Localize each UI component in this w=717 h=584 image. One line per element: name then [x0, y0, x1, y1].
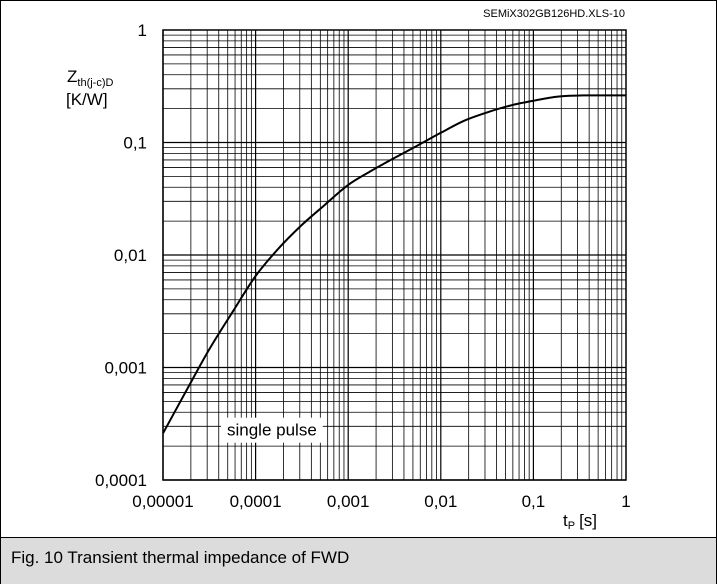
y-tick-label: 1 — [138, 21, 147, 40]
annotation-layer: single pulse — [221, 417, 323, 443]
y-axis-unit: [K/W] — [66, 90, 108, 109]
plot-border — [162, 29, 627, 481]
caption-bar: Fig. 10 Transient thermal impedance of F… — [1, 537, 716, 584]
annotation-background — [221, 417, 323, 443]
figure-caption: Fig. 10 Transient thermal impedance of F… — [11, 548, 350, 567]
x-axis-label-main: t — [563, 511, 568, 530]
y-axis-label: Zth(j-c)D — [67, 67, 113, 89]
x-tick-label: 0,0001 — [230, 492, 282, 511]
chart-svg: single pulse 0,00001 0,0001 0,001 0,01 0,1 10… — [66, 8, 631, 532]
tick-layer: 0,00001 0,0001 0,001 0,01 0,1 1 0,0001 0,001 0,0… — [95, 21, 631, 511]
source-tag: SEMiX302GB126HD.XLS-10 — [483, 8, 625, 20]
x-axis-label-sub: P — [568, 520, 575, 532]
annotation-single-pulse: single pulse — [227, 421, 317, 440]
y-tick-label: 0,001 — [104, 359, 147, 378]
y-axis-label-sub: th(j-c)D — [77, 77, 113, 89]
y-axis-label-main: Z — [67, 67, 77, 86]
y-tick-label: 0,1 — [123, 134, 147, 153]
x-tick-label: 1 — [621, 492, 630, 511]
x-tick-label: 0,001 — [327, 492, 370, 511]
x-tick-label: 0,00001 — [132, 492, 193, 511]
y-tick-label: 0,0001 — [95, 471, 147, 490]
x-axis-label: tP [s] — [563, 511, 597, 532]
x-tick-label: 0,1 — [522, 492, 546, 511]
series-curve — [162, 94, 626, 434]
y-tick-label: 0,01 — [114, 246, 147, 265]
x-tick-label: 0,01 — [424, 492, 457, 511]
x-axis-label-unit: [s] — [579, 511, 597, 530]
